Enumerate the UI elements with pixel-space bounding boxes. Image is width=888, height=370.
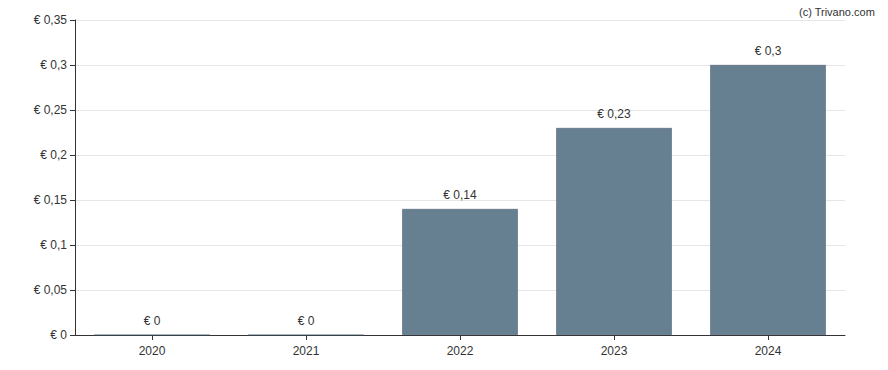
svg-text:€ 0,3: € 0,3 <box>40 58 67 72</box>
svg-text:2021: 2021 <box>293 344 320 358</box>
svg-text:€ 0,35: € 0,35 <box>34 13 68 27</box>
svg-text:€ 0: € 0 <box>144 314 161 328</box>
svg-text:€ 0,14: € 0,14 <box>443 188 477 202</box>
svg-text:2022: 2022 <box>447 344 474 358</box>
svg-text:2020: 2020 <box>139 344 166 358</box>
svg-text:€ 0,3: € 0,3 <box>755 44 782 58</box>
svg-text:€ 0: € 0 <box>50 328 67 342</box>
svg-text:€ 0: € 0 <box>298 314 315 328</box>
svg-text:2024: 2024 <box>755 344 782 358</box>
svg-text:2023: 2023 <box>601 344 628 358</box>
svg-text:€ 0,25: € 0,25 <box>34 103 68 117</box>
svg-text:€ 0,2: € 0,2 <box>40 148 67 162</box>
svg-text:€ 0,23: € 0,23 <box>597 107 631 121</box>
svg-text:€ 0,05: € 0,05 <box>34 283 68 297</box>
svg-text:€ 0,15: € 0,15 <box>34 193 68 207</box>
svg-text:(c) Trivano.com: (c) Trivano.com <box>799 6 875 18</box>
svg-text:€ 0,1: € 0,1 <box>40 238 67 252</box>
